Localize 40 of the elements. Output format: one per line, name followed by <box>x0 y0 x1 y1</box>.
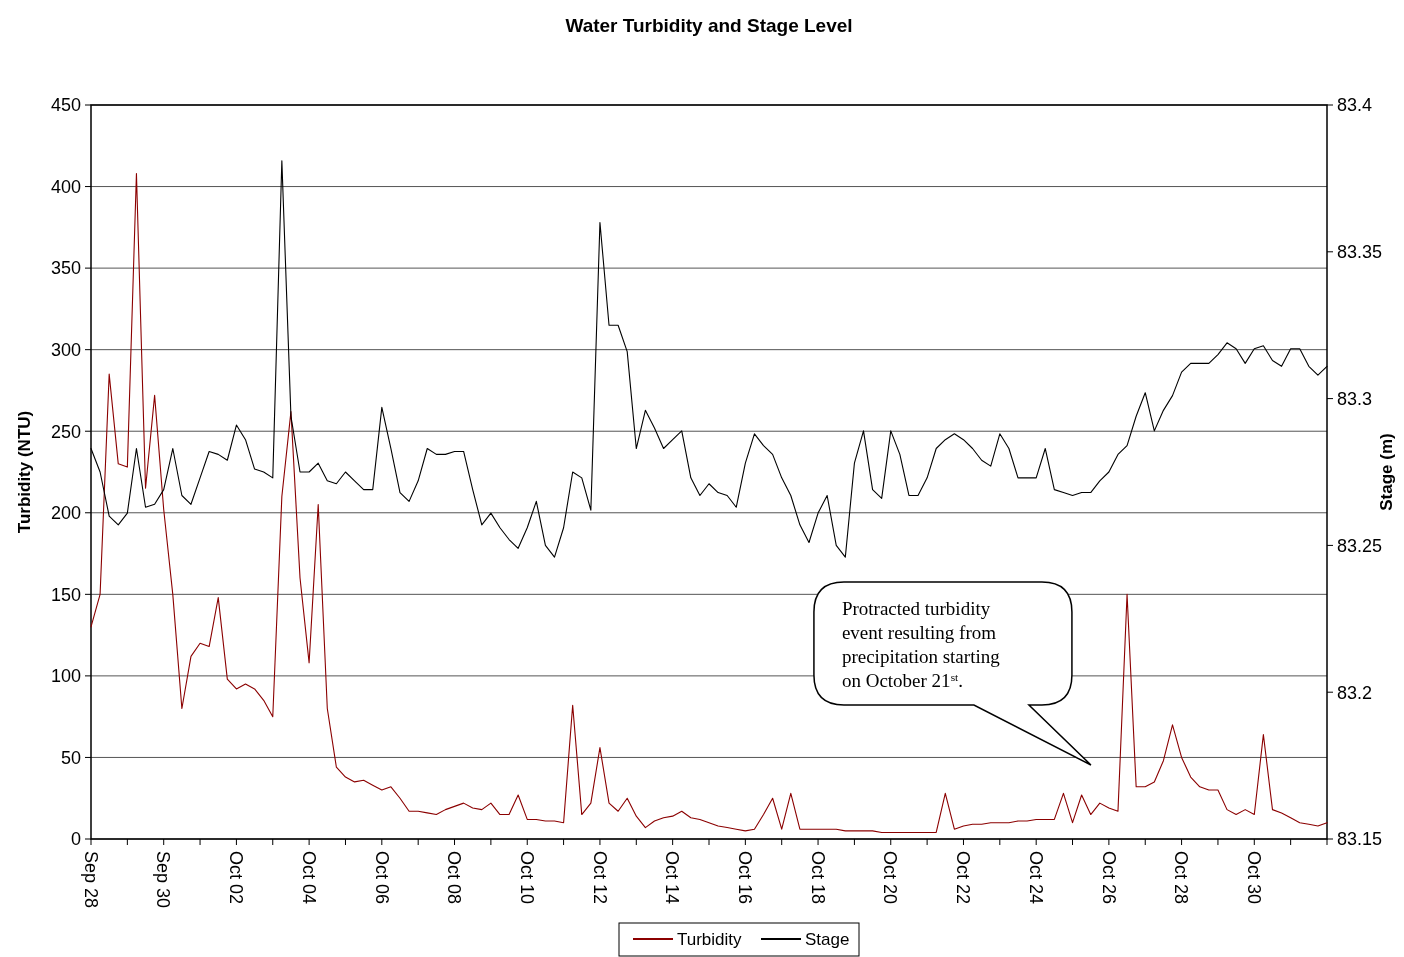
y2-tick-label: 83.35 <box>1337 242 1383 263</box>
legend-label: Turbidity <box>677 929 743 949</box>
y-tick-label: 100 <box>50 666 81 687</box>
chart-title: Water Turbidity and Stage Level <box>565 15 853 36</box>
annotation: Protracted turbidity event resulting from precipitation starting on October 21$^{st}$. <box>841 598 1001 691</box>
x-tick-label: Oct 20 <box>880 851 901 905</box>
x-tick-label: Oct 06 <box>371 851 392 905</box>
y2-tick-label: 83.25 <box>1337 535 1383 556</box>
x-tick-label: Oct 04 <box>298 851 319 905</box>
y-tick-label: 150 <box>50 584 81 605</box>
y2-tick-label: 83.2 <box>1337 682 1373 703</box>
y2-tick-label: 83.15 <box>1337 829 1383 850</box>
x-tick-label: Oct 14 <box>662 851 683 905</box>
y-tick-label: 300 <box>50 339 81 360</box>
x-tick-label: Oct 28 <box>1171 851 1192 905</box>
x-tick-label: Oct 12 <box>589 851 610 905</box>
y-axis-title: Turbidity (NTU) <box>15 410 34 534</box>
legend-label: Stage <box>805 929 850 949</box>
y-tick-label: 350 <box>50 258 81 279</box>
y-tick-label: 200 <box>50 503 81 524</box>
y-tick-label: 0 <box>70 829 81 850</box>
x-tick-label: Oct 08 <box>444 851 465 905</box>
y-tick-label: 400 <box>50 176 81 197</box>
x-tick-label: Sep 28 <box>80 851 101 909</box>
y-tick-label: 450 <box>50 95 81 116</box>
x-tick-label: Oct 26 <box>1098 851 1119 905</box>
x-tick-label: Oct 22 <box>953 851 974 905</box>
y2-tick-label: 83.3 <box>1337 388 1373 409</box>
y-tick-label: 250 <box>50 421 81 442</box>
x-tick-label: Oct 24 <box>1025 851 1046 905</box>
x-tick-label: Sep 30 <box>153 851 174 909</box>
y2-axis-title: Stage (m) <box>1377 433 1396 511</box>
x-tick-label: Oct 30 <box>1243 851 1264 905</box>
x-tick-label: Oct 02 <box>226 851 247 905</box>
x-tick-label: Oct 18 <box>807 851 828 905</box>
x-tick-label: Oct 16 <box>735 851 756 905</box>
x-tick-label: Oct 10 <box>516 851 537 905</box>
y-tick-label: 50 <box>60 747 81 768</box>
y2-tick-label: 83.4 <box>1337 95 1373 116</box>
line-series <box>90 172 1328 834</box>
